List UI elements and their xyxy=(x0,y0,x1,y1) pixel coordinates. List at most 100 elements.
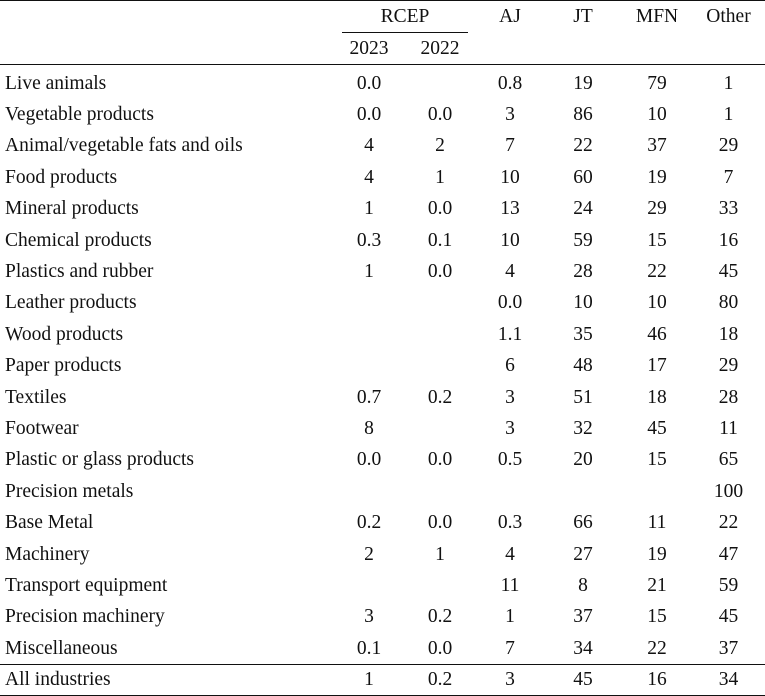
table-row: Plastics and rubber 1 0.0 4 28 22 45 xyxy=(0,256,765,287)
header-row-years: 2023 2022 xyxy=(0,33,765,65)
cell-mfn: 22 xyxy=(647,637,667,659)
cell-mfn: 19 xyxy=(647,543,667,565)
cell-mfn: 46 xyxy=(647,323,667,345)
row-label: Machinery xyxy=(5,543,90,565)
cell-mfn: 19 xyxy=(647,166,667,188)
cell-aj: 6 xyxy=(505,355,515,377)
cell-mfn: 17 xyxy=(647,355,667,377)
cell-aj: 10 xyxy=(500,229,520,251)
cell-aj: 13 xyxy=(500,198,520,220)
table-row: Leather products 0.0 10 10 80 xyxy=(0,288,765,319)
header-blank xyxy=(0,0,334,33)
cell-jt: 59 xyxy=(573,229,593,251)
cell-other: 28 xyxy=(718,386,739,408)
row-label: Plastic or glass products xyxy=(5,449,195,471)
row-label: Leather products xyxy=(5,292,137,314)
cell-rcep-2022 xyxy=(404,351,476,382)
row-label: Footwear xyxy=(5,417,79,439)
cell-aj: 0.5 xyxy=(497,449,523,471)
cell-rcep-2022 xyxy=(404,288,476,319)
header-year-2022: 2022 xyxy=(404,33,476,65)
cell-other: 1 xyxy=(723,72,734,94)
cell-rcep-2023: 4 xyxy=(364,166,374,188)
cell-aj: 7 xyxy=(505,637,515,659)
cell-rcep-2022: 1 xyxy=(435,166,445,188)
row-label: Mineral products xyxy=(5,198,139,220)
cell-other: 22 xyxy=(718,512,739,534)
row-label: Chemical products xyxy=(5,229,152,251)
table-row: Textiles 0.7 0.2 3 51 18 28 xyxy=(0,382,765,413)
cell-rcep-2023: 0.2 xyxy=(356,512,382,534)
table-body: Live animals 0.0 0.8 19 79 1 Vegetable product… xyxy=(0,65,765,665)
cell-other: 34 xyxy=(692,664,765,696)
cell-mfn: 18 xyxy=(647,386,667,408)
cell-mfn xyxy=(622,476,692,507)
cell-rcep-2023 xyxy=(334,319,404,350)
cell-mfn: 16 xyxy=(622,664,692,696)
cell-mfn: 10 xyxy=(647,292,667,314)
table-row: Machinery 2 1 4 27 19 47 xyxy=(0,539,765,570)
cell-aj: 3 xyxy=(505,386,515,408)
cell-other: 45 xyxy=(718,261,739,283)
cell-jt: 10 xyxy=(573,292,593,314)
cell-mfn: 15 xyxy=(647,449,667,471)
cell-rcep-2023 xyxy=(334,351,404,382)
cell-other: 65 xyxy=(718,449,739,471)
cell-rcep-2023 xyxy=(334,570,404,601)
cell-rcep-2022: 0.0 xyxy=(427,449,453,471)
table-row: Animal/vegetable fats and oils 4 2 7 22 37 29 xyxy=(0,131,765,162)
cell-aj: 0.8 xyxy=(497,72,523,94)
cell-aj: 4 xyxy=(505,543,515,565)
table-row: Precision machinery 3 0.2 1 37 15 45 xyxy=(0,602,765,633)
cell-other: 7 xyxy=(723,166,734,188)
table-row: Wood products 1.1 35 46 18 xyxy=(0,319,765,350)
cell-other: 33 xyxy=(718,198,739,220)
cell-jt: 51 xyxy=(573,386,593,408)
cell-other: 80 xyxy=(718,292,739,314)
table-row: Mineral products 1 0.0 13 24 29 33 xyxy=(0,194,765,225)
table-row: Chemical products 0.3 0.1 10 59 15 16 xyxy=(0,225,765,256)
cell-jt: 86 xyxy=(573,104,593,126)
cell-rcep-2022: 0.2 xyxy=(427,606,453,628)
cell-rcep-2023: 0.3 xyxy=(356,229,382,251)
cell-jt: 66 xyxy=(573,512,593,534)
cell-jt: 24 xyxy=(573,198,593,220)
table-row: Footwear 8 3 32 45 11 xyxy=(0,413,765,444)
cell-rcep-2023: 0.1 xyxy=(356,637,382,659)
cell-jt: 45 xyxy=(544,664,622,696)
row-label: Precision machinery xyxy=(5,606,165,628)
cell-mfn: 79 xyxy=(647,72,667,94)
cell-jt: 20 xyxy=(573,449,593,471)
cell-rcep-2022: 0.1 xyxy=(427,229,453,251)
cell-mfn: 45 xyxy=(647,417,667,439)
cell-rcep-2023: 0.0 xyxy=(356,449,382,471)
row-label: Miscellaneous xyxy=(5,637,118,659)
cell-rcep-2023: 0.0 xyxy=(356,72,382,94)
header-year-2023: 2023 xyxy=(334,33,404,65)
cell-aj: 0.3 xyxy=(497,512,523,534)
row-label: Transport equipment xyxy=(5,574,168,596)
cell-rcep-2023: 4 xyxy=(364,135,374,157)
table-row: Food products 4 1 10 60 19 7 xyxy=(0,162,765,193)
cell-aj: 1.1 xyxy=(497,323,523,345)
cell-rcep-2023: 1 xyxy=(334,664,404,696)
cell-mfn: 10 xyxy=(647,104,667,126)
cell-mfn: 29 xyxy=(647,198,667,220)
cell-aj: 10 xyxy=(500,166,520,188)
row-label: Animal/vegetable fats and oils xyxy=(5,135,243,157)
table-row: Paper products 6 48 17 29 xyxy=(0,351,765,382)
cell-other: 29 xyxy=(718,355,739,377)
cell-rcep-2023: 2 xyxy=(364,543,374,565)
cell-rcep-2022: 0.0 xyxy=(427,104,453,126)
row-label: Plastics and rubber xyxy=(5,261,154,283)
header-other: Other xyxy=(692,0,765,33)
cell-rcep-2023: 0.0 xyxy=(356,104,382,126)
row-label: Textiles xyxy=(5,386,67,408)
cell-aj: 4 xyxy=(505,261,515,283)
cell-rcep-2023 xyxy=(334,476,404,507)
table-row: Base Metal 0.2 0.0 0.3 66 11 22 xyxy=(0,507,765,538)
cell-aj: 3 xyxy=(505,417,515,439)
cell-rcep-2022 xyxy=(404,65,476,100)
header-mfn: MFN xyxy=(622,0,692,33)
cell-rcep-2022 xyxy=(404,319,476,350)
